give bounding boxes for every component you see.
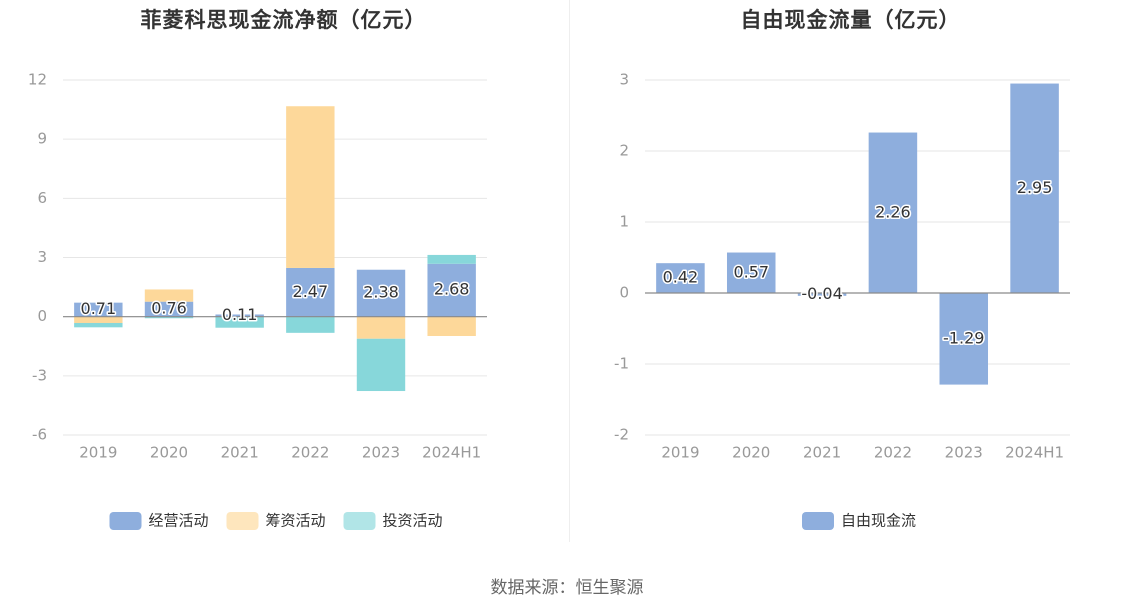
x-tick-label: 2019	[661, 444, 699, 462]
data-label: 0.11	[222, 305, 258, 324]
bar	[286, 267, 335, 317]
bar	[427, 263, 476, 317]
legend-label: 经营活动	[149, 512, 209, 530]
x-tick-label: 2024H1	[422, 444, 481, 462]
y-tick-label: 3	[619, 71, 629, 89]
legend-label: 自由现金流	[841, 512, 916, 530]
source-note: 数据来源：恒生聚源	[490, 578, 644, 598]
y-tick-label: 3	[37, 248, 47, 266]
bar	[286, 106, 335, 268]
data-label: -0.04	[801, 284, 842, 303]
cash-flow-net-chart: 菲菱科思现金流净额（亿元） 12 9 6 3 0 -3 -6 2019 2020 2021 2022…	[28, 8, 487, 530]
data-label: 0.76	[151, 299, 187, 318]
y-tick-label: -6	[32, 426, 47, 444]
bar	[797, 293, 847, 296]
y-tick-label: 2	[619, 142, 629, 160]
y-tick-label: -3	[32, 366, 47, 384]
legend-swatch	[226, 512, 259, 530]
chart-title: 自由现金流量（亿元）	[740, 8, 961, 32]
chart-title: 菲菱科思现金流净额（亿元）	[140, 8, 427, 32]
data-label: -1.29	[943, 328, 984, 347]
bar	[144, 289, 194, 302]
data-label: 2.26	[875, 202, 911, 221]
free-cash-flow-chart: 自由现金流量（亿元） 3 2 1 0 -1 -2 2019 2020 2021 2022 2023 2…	[567, 0, 1134, 612]
x-tick-label: 2021	[221, 444, 259, 462]
bar	[144, 316, 194, 319]
bar	[427, 316, 476, 336]
x-tick-label: 2022	[291, 444, 329, 462]
x-tick-label: 2023	[362, 444, 400, 462]
legend-swatch	[802, 512, 834, 530]
bar	[74, 302, 123, 317]
bar	[939, 293, 989, 385]
bar	[215, 314, 264, 317]
y-tick-label: 6	[37, 189, 47, 207]
data-label: 2.68	[434, 280, 470, 299]
bar	[286, 316, 335, 333]
bar	[215, 316, 264, 328]
x-tick-label: 2022	[874, 444, 912, 462]
data-label: 0.57	[733, 262, 769, 281]
y-tick-label: 0	[37, 307, 47, 325]
bar	[74, 316, 123, 323]
data-label: 2.47	[293, 282, 329, 301]
cash-flow-net-plot: 12 9 6 3 0 -3 -6 2019 2020 2021 2022 2023 2024H1 0.71…	[28, 71, 487, 530]
legend-label: 筹资活动	[266, 512, 326, 530]
x-tick-label: 2023	[945, 444, 983, 462]
bar	[656, 263, 705, 293]
bar	[427, 254, 476, 264]
data-label: 0.42	[663, 268, 699, 287]
bar	[1010, 83, 1059, 293]
x-tick-label: 2024H1	[1005, 444, 1064, 462]
legend-label: 投资活动	[383, 512, 443, 530]
y-tick-label: 9	[37, 130, 47, 148]
bar	[356, 338, 406, 392]
bar	[726, 252, 776, 293]
y-tick-label: 12	[28, 71, 47, 89]
x-tick-label: 2021	[803, 444, 841, 462]
bar	[356, 269, 406, 317]
y-tick-label: -1	[614, 355, 629, 373]
data-label: 0.71	[81, 299, 117, 318]
data-label: 2.38	[363, 283, 399, 302]
panel-divider	[569, 0, 570, 542]
data-label: 2.95	[1017, 178, 1053, 197]
free-cash-flow-plot: 3 2 1 0 -1 -2 2019 2020 2021 2022 2023 2024H1 0.42 0.…	[614, 71, 1070, 530]
bar	[74, 322, 123, 328]
bar	[868, 132, 918, 293]
y-tick-label: 0	[619, 284, 629, 302]
x-tick-label: 2020	[150, 444, 188, 462]
x-tick-label: 2019	[79, 444, 117, 462]
bar	[356, 316, 406, 339]
y-tick-label: 1	[619, 213, 629, 231]
y-tick-label: -2	[614, 426, 629, 444]
x-tick-label: 2020	[732, 444, 770, 462]
legend-swatch	[343, 512, 376, 530]
legend-swatch	[109, 512, 142, 530]
bar	[144, 301, 194, 317]
